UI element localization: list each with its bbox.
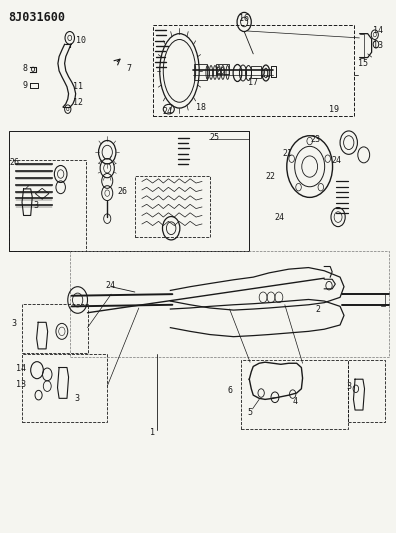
Text: 21: 21 <box>260 70 270 79</box>
Text: 21: 21 <box>282 149 293 158</box>
Text: 3: 3 <box>346 382 351 391</box>
Text: 12: 12 <box>72 98 82 107</box>
Bar <box>242 360 348 429</box>
Text: 6: 6 <box>228 386 233 395</box>
Bar <box>9 131 249 251</box>
Text: 11: 11 <box>72 82 82 91</box>
Text: 1: 1 <box>150 429 155 438</box>
Bar <box>152 25 354 116</box>
Bar <box>348 360 385 422</box>
Text: 13: 13 <box>16 380 26 389</box>
Text: 3: 3 <box>34 201 39 211</box>
Text: 26: 26 <box>118 187 128 196</box>
Text: 13: 13 <box>373 41 383 50</box>
Text: 7: 7 <box>126 64 131 72</box>
Text: 24: 24 <box>274 213 285 222</box>
Text: 2: 2 <box>316 305 321 314</box>
Text: 24: 24 <box>331 156 341 165</box>
Text: 24: 24 <box>162 107 172 116</box>
Text: 26: 26 <box>10 158 19 167</box>
Bar <box>23 354 107 422</box>
Text: 19: 19 <box>329 104 339 114</box>
Text: 14: 14 <box>373 26 383 35</box>
Text: 3: 3 <box>12 319 17 328</box>
Bar <box>251 66 261 78</box>
Text: 24: 24 <box>105 281 115 290</box>
Bar <box>194 64 207 80</box>
Text: 15: 15 <box>358 59 368 68</box>
Bar <box>216 64 229 74</box>
Text: 14: 14 <box>16 364 26 373</box>
Bar <box>9 160 86 251</box>
Text: 8J031600: 8J031600 <box>9 11 66 24</box>
Text: 8: 8 <box>22 64 27 72</box>
Text: 9: 9 <box>22 81 27 90</box>
Bar <box>135 176 210 237</box>
Text: 16: 16 <box>240 14 249 23</box>
Text: 25: 25 <box>209 133 219 142</box>
Text: 23: 23 <box>311 135 321 144</box>
Text: 4: 4 <box>293 397 298 406</box>
Text: 5: 5 <box>247 408 252 417</box>
Text: 22: 22 <box>266 172 276 181</box>
Text: 20: 20 <box>215 67 225 76</box>
Text: 17: 17 <box>248 78 258 87</box>
Text: 18: 18 <box>196 103 206 112</box>
Bar <box>70 251 389 357</box>
Text: 10: 10 <box>76 36 86 45</box>
Text: 3: 3 <box>75 394 80 403</box>
Bar <box>23 304 88 353</box>
